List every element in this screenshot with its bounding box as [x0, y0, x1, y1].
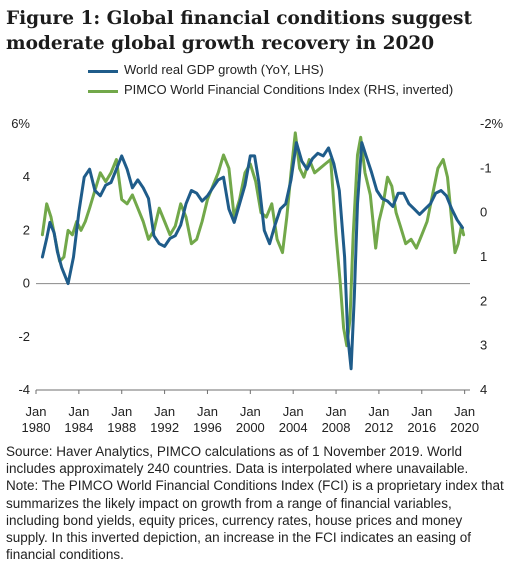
x-tick-label-month: Jan [111, 404, 132, 419]
x-tick-label-year: 1984 [64, 420, 93, 435]
x-tick-label-year: 2000 [236, 420, 265, 435]
x-tick-label-year: 2004 [279, 420, 308, 435]
x-tick-label-month: Jan [454, 404, 475, 419]
y-left-tick-label: 4 [23, 169, 30, 184]
y-left-tick-label: -2 [18, 329, 30, 344]
y-right-tick-label: -2% [480, 116, 504, 131]
y-right-tick-label: 0 [480, 205, 487, 220]
x-tick-label-year: 1992 [150, 420, 179, 435]
x-tick-label-month: Jan [197, 404, 218, 419]
y-left-tick-label: 0 [23, 276, 30, 291]
x-tick-label-month: Jan [240, 404, 261, 419]
x-tick-label-year: 1996 [193, 420, 222, 435]
y-right-tick-label: -1 [480, 160, 492, 175]
y-left-tick-label: 2 [23, 222, 30, 237]
x-tick-label-month: Jan [68, 404, 89, 419]
y-right-tick-label: 3 [480, 338, 487, 353]
source-note: Source: Haver Analytics, PIMCO calculati… [6, 444, 504, 563]
series-line-fci [40, 131, 466, 348]
legend-swatch-fci [88, 90, 118, 93]
y-left-tick-label: 6% [11, 116, 30, 131]
x-tick-label-year: 1980 [22, 420, 51, 435]
x-tick-label-month: Jan [411, 404, 432, 419]
y-right-tick-label: 4 [480, 382, 487, 397]
x-tick-label-year: 2012 [364, 420, 393, 435]
legend-label-gdp: World real GDP growth (YoY, LHS) [124, 62, 324, 77]
series-line-gdp [40, 141, 464, 371]
x-tick-label-month: Jan [26, 404, 47, 419]
x-tick-label-year: 2020 [450, 420, 479, 435]
x-tick-label-month: Jan [154, 404, 175, 419]
x-tick-label-year: 2008 [322, 420, 351, 435]
legend-label-fci: PIMCO World Financial Conditions Index (… [124, 82, 454, 97]
x-tick-label-month: Jan [368, 404, 389, 419]
y-left-tick-label: -4 [18, 382, 30, 397]
x-tick-label-year: 2016 [407, 420, 436, 435]
y-right-tick-label: 1 [480, 249, 487, 264]
x-tick-label-month: Jan [283, 404, 304, 419]
chart-title: Figure 1: Global financial conditions su… [6, 8, 472, 54]
legend-swatch-gdp [88, 70, 118, 73]
y-right-tick-label: 2 [480, 293, 487, 308]
x-tick-label-year: 1988 [107, 420, 136, 435]
x-tick-label-month: Jan [326, 404, 347, 419]
